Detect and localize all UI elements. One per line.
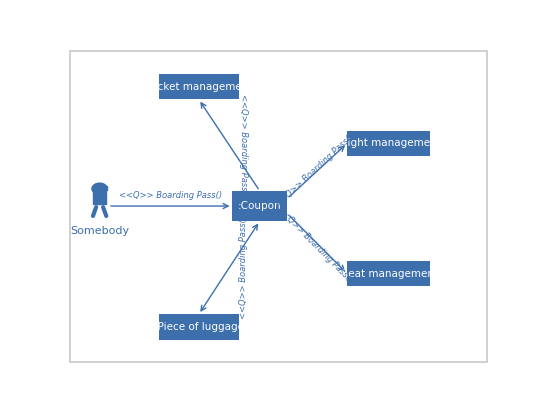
Text: :Seat management: :Seat management [338, 268, 438, 279]
Text: :Coupon: :Coupon [238, 201, 282, 211]
Text: Somebody: Somebody [70, 226, 129, 237]
Bar [94, 187, 106, 204]
FancyBboxPatch shape [347, 261, 430, 286]
FancyBboxPatch shape [159, 74, 239, 99]
Circle shape [92, 183, 107, 195]
FancyArrowPatch shape [103, 207, 106, 216]
Text: <<Q>> Boarding Pass(): <<Q>> Boarding Pass() [274, 132, 355, 208]
FancyBboxPatch shape [159, 315, 239, 339]
Text: <<Q>> Boarding Pass(): <<Q>> Boarding Pass() [238, 216, 248, 319]
FancyBboxPatch shape [232, 191, 287, 221]
Text: :Piece of luggage: :Piece of luggage [154, 322, 244, 332]
Text: :Flight management: :Flight management [336, 138, 441, 148]
Bar [92, 186, 107, 190]
Text: <<Q>> Boarding Pass(): <<Q>> Boarding Pass() [119, 191, 222, 200]
Text: <<Q>> Boarding Pass(): <<Q>> Boarding Pass() [238, 93, 248, 197]
Text: :Ticket management: :Ticket management [145, 82, 252, 92]
Text: <<Q>> Boarding Pass(): <<Q>> Boarding Pass() [275, 204, 354, 284]
FancyArrowPatch shape [93, 207, 96, 216]
FancyBboxPatch shape [347, 131, 430, 156]
